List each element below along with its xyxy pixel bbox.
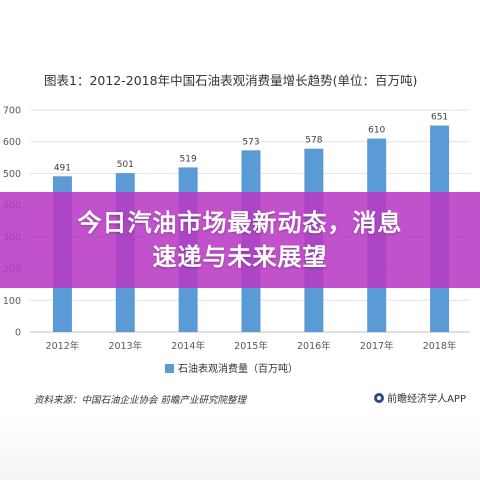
chart-title: 图表1：2012-2018年中国石油表观消费量增长趋势(单位：百万吨) xyxy=(44,73,418,88)
data-label: 610 xyxy=(368,126,385,136)
y-tick-label: 700 xyxy=(3,106,21,117)
headline-line-1: 今日汽油市场最新动态，消息 xyxy=(77,209,403,237)
brand-credit: 前瞻经济学人APP xyxy=(374,390,466,405)
data-label: 651 xyxy=(431,113,448,123)
bottom-area xyxy=(0,416,480,480)
y-tick-label: 600 xyxy=(3,137,21,148)
x-tick-label: 2013年 xyxy=(108,340,142,352)
y-tick-label: 0 xyxy=(15,328,21,339)
headline-line-2: 速递与未来展望 xyxy=(152,243,328,271)
x-tick-label: 2015年 xyxy=(234,340,268,352)
data-label: 501 xyxy=(117,160,134,170)
y-tick-label: 100 xyxy=(3,296,21,307)
legend: 石油表观消费量（百万吨） xyxy=(165,362,298,375)
data-labels: 491 501 519 573 578 610 651 xyxy=(54,113,448,174)
y-tick-label: 500 xyxy=(3,169,21,180)
brand-logo-icon xyxy=(374,392,385,403)
x-tick-label: 2012年 xyxy=(46,340,80,352)
x-tick-label: 2017年 xyxy=(360,340,394,352)
x-tick-label: 2018年 xyxy=(423,340,457,352)
x-tick-label: 2016年 xyxy=(297,340,331,352)
data-label: 578 xyxy=(305,136,322,146)
legend-label: 石油表观消费量（百万吨） xyxy=(178,362,298,375)
x-tick-label: 2014年 xyxy=(171,340,205,352)
source-note: 资料来源：中国石油企业协会 前瞻产业研究院整理 xyxy=(34,395,247,406)
data-label: 519 xyxy=(180,154,197,164)
legend-swatch xyxy=(165,364,174,373)
headline-banner: 今日汽油市场最新动态，消息 速递与未来展望 xyxy=(0,192,480,288)
data-label: 573 xyxy=(242,137,259,147)
data-label: 491 xyxy=(54,163,71,173)
x-axis-ticks: 2012年 2013年 2014年 2015年 2016年 2017年 2018年 xyxy=(46,340,457,352)
brand-name: 前瞻经济学人APP xyxy=(387,394,466,405)
